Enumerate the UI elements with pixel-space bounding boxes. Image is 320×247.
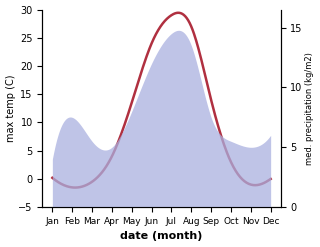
X-axis label: date (month): date (month) [120,231,203,242]
Y-axis label: max temp (C): max temp (C) [5,75,16,142]
Y-axis label: med. precipitation (kg/m2): med. precipitation (kg/m2) [306,52,315,165]
